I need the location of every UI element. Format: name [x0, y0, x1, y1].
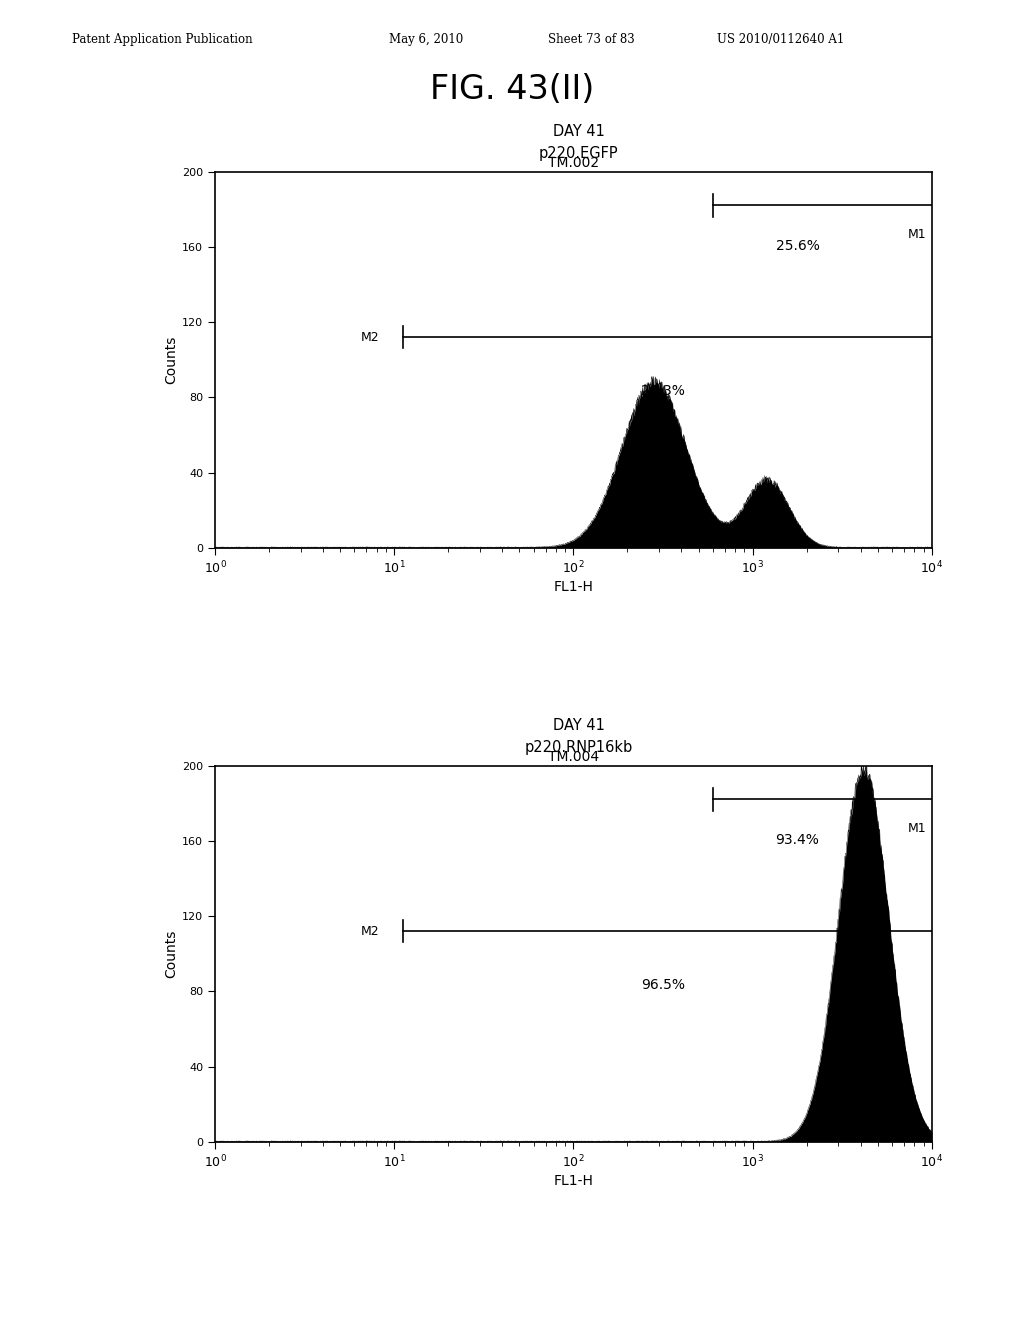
- Y-axis label: Counts: Counts: [164, 335, 178, 384]
- X-axis label: FL1-H: FL1-H: [554, 581, 593, 594]
- Text: FIG. 43(II): FIG. 43(II): [430, 73, 594, 106]
- Text: Patent Application Publication: Patent Application Publication: [72, 33, 252, 46]
- Text: 93.4%: 93.4%: [775, 833, 819, 847]
- Text: 25.6%: 25.6%: [775, 239, 819, 253]
- Text: DAY 41: DAY 41: [553, 718, 604, 733]
- Text: Sheet 73 of 83: Sheet 73 of 83: [548, 33, 635, 46]
- Title: TM.002: TM.002: [548, 157, 599, 170]
- X-axis label: FL1-H: FL1-H: [554, 1175, 593, 1188]
- Text: M1: M1: [908, 822, 927, 836]
- Text: M2: M2: [360, 330, 379, 343]
- Text: p220.RNP16kb: p220.RNP16kb: [524, 741, 633, 755]
- Text: p220.EGFP: p220.EGFP: [539, 147, 618, 161]
- Text: 96.5%: 96.5%: [641, 978, 685, 993]
- Text: US 2010/0112640 A1: US 2010/0112640 A1: [717, 33, 844, 46]
- Text: M2: M2: [360, 924, 379, 937]
- Text: M1: M1: [908, 228, 927, 242]
- Text: 29.3%: 29.3%: [641, 384, 685, 399]
- Text: DAY 41: DAY 41: [553, 124, 604, 139]
- Y-axis label: Counts: Counts: [164, 929, 178, 978]
- Title: TM.004: TM.004: [548, 751, 599, 764]
- Text: May 6, 2010: May 6, 2010: [389, 33, 464, 46]
